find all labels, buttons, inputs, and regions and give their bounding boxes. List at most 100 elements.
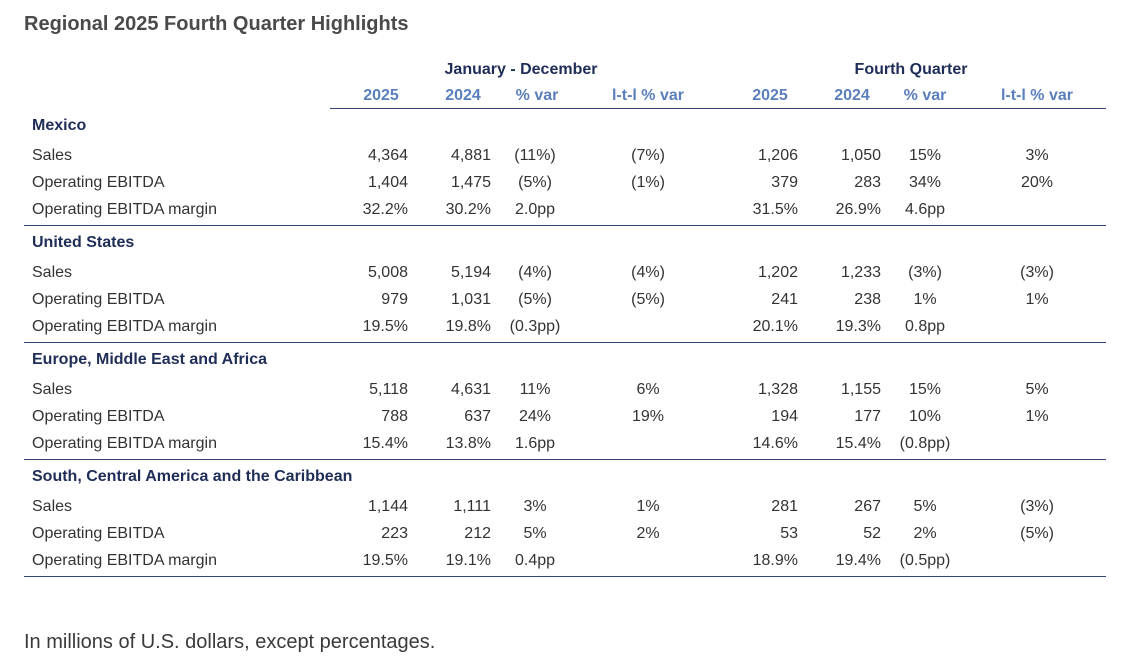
- table-cell: 19.1%: [445, 552, 491, 569]
- region-divider: [24, 459, 1106, 460]
- table-cell: 212: [464, 525, 491, 542]
- table-cell: 194: [771, 408, 798, 425]
- row-label: Operating EBITDA margin: [32, 552, 217, 569]
- table-cell: 1,111: [453, 498, 491, 515]
- table-cell: 10%: [908, 408, 942, 425]
- table-cell: 1,233: [840, 264, 881, 281]
- region-heading: South, Central America and the Caribbean: [32, 468, 353, 485]
- table-cell: 267: [854, 498, 881, 515]
- table-cell: 1,031: [450, 291, 491, 308]
- table-cell: 1,144: [367, 498, 408, 515]
- table-cell: 2%: [636, 525, 660, 542]
- column-header: 2025: [363, 87, 399, 104]
- table-cell: 223: [381, 525, 408, 542]
- table-cell: 238: [854, 291, 881, 308]
- table-cell: 0.8pp: [904, 318, 946, 335]
- table-cell: 2%: [913, 525, 937, 542]
- table-cell: 32.2%: [362, 201, 408, 218]
- table-cell: 34%: [908, 174, 942, 191]
- table-cell: 15%: [908, 147, 942, 164]
- table-cell: (5%): [518, 291, 552, 308]
- table-cell: (1%): [631, 174, 665, 191]
- column-header: l-t-l % var: [1000, 87, 1073, 104]
- column-header: 2024: [445, 87, 481, 104]
- table-cell: 24%: [518, 408, 552, 425]
- table-cell: (5%): [631, 291, 665, 308]
- table-cell: 2.0pp: [514, 201, 556, 218]
- table-cell: 637: [464, 408, 491, 425]
- page-title: Regional 2025 Fourth Quarter Highlights: [24, 13, 409, 35]
- table-cell: 26.9%: [835, 201, 881, 218]
- row-label: Operating EBITDA: [32, 174, 165, 191]
- table-cell: 14.6%: [752, 435, 798, 452]
- column-header: l-t-l % var: [611, 87, 684, 104]
- table-cell: 19.5%: [362, 318, 408, 335]
- table-cell: 11%: [519, 381, 551, 398]
- column-header: % var: [515, 87, 559, 104]
- table-cell: 5%: [913, 498, 937, 515]
- table-cell: 3%: [523, 498, 547, 515]
- table-cell: 4.6pp: [904, 201, 946, 218]
- row-label: Sales: [32, 381, 73, 398]
- table-cell: 20%: [1020, 174, 1054, 191]
- table-cell: (4%): [631, 264, 665, 281]
- row-label: Sales: [32, 147, 73, 164]
- region-divider: [24, 576, 1106, 577]
- group-header-annual: January - December: [444, 61, 598, 78]
- table-cell: 1%: [636, 498, 660, 515]
- row-label: Operating EBITDA margin: [32, 201, 217, 218]
- footnote: In millions of U.S. dollars, except perc…: [24, 631, 436, 653]
- table-cell: 19.5%: [362, 552, 408, 569]
- region-heading: Mexico: [32, 117, 87, 134]
- column-header: 2025: [752, 87, 788, 104]
- table-cell: 3%: [1025, 147, 1049, 164]
- table-cell: 1,206: [757, 147, 798, 164]
- header-divider: [330, 108, 1106, 109]
- table-cell: 1%: [1025, 408, 1049, 425]
- row-label: Operating EBITDA: [32, 408, 165, 425]
- table-cell: 15%: [908, 381, 942, 398]
- table-cell: 4,631: [450, 381, 491, 398]
- table-cell: 1,404: [367, 174, 408, 191]
- table-cell: (0.3pp): [509, 318, 561, 335]
- table-cell: 5,118: [369, 381, 408, 398]
- table-cell: (3%): [1020, 264, 1054, 281]
- row-label: Operating EBITDA: [32, 525, 165, 542]
- table-cell: 177: [854, 408, 881, 425]
- table-cell: 5%: [1025, 381, 1049, 398]
- table-cell: 13.8%: [445, 435, 491, 452]
- table-cell: 4,364: [367, 147, 408, 164]
- table-cell: (5%): [1020, 525, 1054, 542]
- table-cell: 788: [381, 408, 408, 425]
- group-header-quarter: Fourth Quarter: [854, 61, 968, 78]
- region-heading: United States: [32, 234, 135, 251]
- table-cell: 19.3%: [835, 318, 881, 335]
- region-heading: Europe, Middle East and Africa: [32, 351, 268, 368]
- table-cell: (0.8pp): [899, 435, 951, 452]
- table-cell: 1,050: [840, 147, 881, 164]
- table-cell: 283: [854, 174, 881, 191]
- table-cell: (5%): [518, 174, 552, 191]
- table-cell: 4,881: [450, 147, 491, 164]
- table-cell: 1.6pp: [514, 435, 556, 452]
- table-cell: (3%): [908, 264, 942, 281]
- table-cell: 379: [771, 174, 798, 191]
- table-cell: 52: [863, 525, 881, 542]
- table-cell: 241: [771, 291, 798, 308]
- table-cell: 6%: [636, 381, 660, 398]
- table-cell: (4%): [518, 264, 552, 281]
- table-cell: 20.1%: [752, 318, 798, 335]
- table-cell: 1%: [1025, 291, 1049, 308]
- table-cell: 1,202: [757, 264, 798, 281]
- table-cell: (7%): [631, 147, 665, 164]
- region-divider: [24, 342, 1106, 343]
- table-cell: 1,155: [840, 381, 881, 398]
- row-label: Sales: [32, 498, 73, 515]
- table-cell: 15.4%: [835, 435, 881, 452]
- table-cell: 30.2%: [445, 201, 491, 218]
- region-divider: [24, 225, 1106, 226]
- table-cell: 5,008: [367, 264, 408, 281]
- row-label: Operating EBITDA margin: [32, 318, 217, 335]
- table-cell: 15.4%: [362, 435, 408, 452]
- row-label: Operating EBITDA margin: [32, 435, 217, 452]
